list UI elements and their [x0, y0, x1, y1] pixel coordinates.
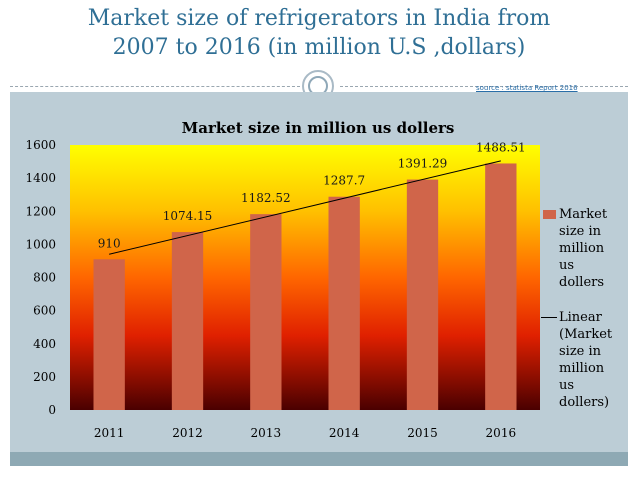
legend-swatch-bar	[543, 210, 556, 219]
bar	[406, 179, 439, 410]
x-tick-label: 2013	[251, 426, 282, 440]
trendline	[109, 160, 501, 255]
y-tick-label: 400	[33, 337, 56, 351]
data-label: 1074.15	[163, 209, 213, 223]
y-tick-label: 1400	[25, 171, 56, 185]
trendline-group	[109, 160, 501, 255]
chart-title: Market size in million us dollers	[182, 119, 455, 137]
legend-item-trendline: Linear (Market size in million us doller…	[541, 309, 623, 411]
data-label: 1391.29	[398, 157, 448, 171]
data-label: 1182.52	[241, 191, 291, 205]
legend-label-bars: Market size in million us dollers	[559, 207, 608, 290]
bar	[328, 196, 360, 410]
bar	[250, 214, 282, 410]
x-axis: 2011 2012 2013 2014 2015 2016	[94, 426, 516, 440]
data-label: 1488.51	[476, 140, 526, 154]
x-tick-label: 2012	[172, 426, 203, 440]
plot-area	[70, 145, 540, 410]
bar	[485, 163, 517, 410]
slide-title-line-2: 2007 to 2016 (in million U.S ,dollars)	[112, 35, 526, 60]
slide-title: Market size of refrigerators in India fr…	[0, 4, 638, 62]
data-label: 1287.7	[323, 174, 365, 188]
y-tick-label: 800	[33, 271, 56, 285]
data-label: 910	[98, 236, 121, 250]
divider-left	[10, 86, 300, 87]
panel-footer-band	[10, 452, 628, 466]
bar	[93, 259, 125, 410]
x-tick-label: 2011	[94, 426, 125, 440]
y-tick-label: 1600	[25, 138, 56, 152]
y-axis: 0 200 400 600 800 1000 1200 1400 1600	[25, 138, 56, 417]
divider-right	[340, 86, 628, 87]
x-tick-label: 2015	[407, 426, 438, 440]
y-tick-label: 1000	[25, 237, 56, 251]
legend: Market size in million us dollers Linear…	[541, 206, 623, 411]
y-tick-label: 200	[33, 370, 56, 384]
y-tick-label: 0	[48, 403, 56, 417]
bar	[171, 232, 204, 410]
source-link[interactable]: source : statista Report 2016	[476, 84, 578, 92]
x-tick-label: 2016	[486, 426, 517, 440]
legend-item-bars: Market size in million us dollers	[543, 206, 623, 291]
x-tick-label: 2014	[329, 426, 360, 440]
y-tick-label: 600	[33, 304, 56, 318]
y-tick-label: 1200	[25, 204, 56, 218]
value-labels-group: 910 1074.15 1182.52 1287.7 1391.29 1488.51	[98, 140, 526, 250]
bars-group	[93, 163, 517, 410]
legend-label-trendline: Linear (Market size in million us doller…	[559, 310, 613, 410]
slide-title-line-1: Market size of refrigerators in India fr…	[87, 6, 551, 31]
legend-swatch-line	[541, 317, 557, 318]
